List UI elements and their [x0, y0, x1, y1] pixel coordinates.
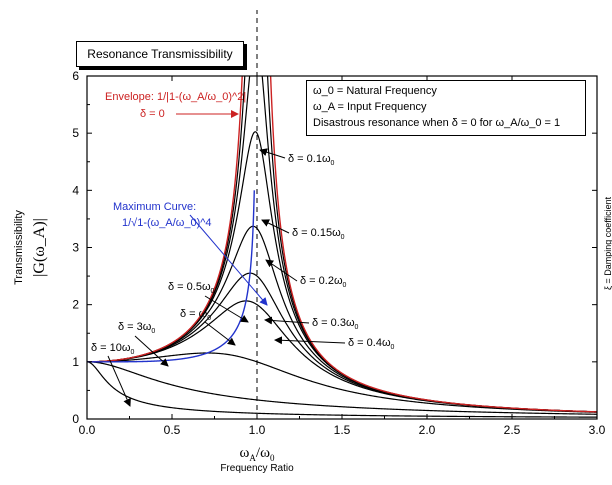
y-tick-label: 4 — [72, 183, 79, 197]
maximum-curve-formula: 1/√1-(ω_A/ω_0)^4 — [122, 217, 212, 229]
y-tick-label: 0 — [72, 412, 79, 426]
x-tick-label: 1.5 — [334, 423, 351, 437]
legend-item-natural-frequency: ω_0 = Natural Frequency — [313, 85, 437, 97]
damping-label: δ = 0.5ω0 — [168, 281, 215, 295]
maximum-curve — [87, 190, 255, 363]
damping-label: δ = 0.1ω0 — [288, 153, 335, 167]
y-tick-label: 2 — [72, 298, 79, 312]
damping-arrow — [265, 259, 298, 282]
legend-item-input-frequency: ω_A = Input Frequency — [313, 101, 427, 113]
y-tick-label: 3 — [72, 241, 79, 255]
damping-label: δ = 0.3ω0 — [312, 317, 359, 331]
damping-arrow — [274, 336, 346, 345]
y-axis-sublabel: |G(ω_A)| — [31, 218, 48, 277]
maximum-curve-annotation: Maximum Curve: — [113, 201, 196, 213]
x-tick-label: 0.0 — [79, 423, 96, 437]
damping-label: δ = 3ω0 — [118, 321, 155, 335]
damping-arrow — [261, 219, 290, 234]
x-tick-label: 3.0 — [589, 423, 606, 437]
x-tick-label: 0.5 — [164, 423, 181, 437]
damping-curve — [87, 352, 597, 413]
damping-curve — [87, 361, 597, 415]
x-axis-label: ωA/ω0 — [240, 445, 275, 463]
x-tick-label: 2.0 — [419, 423, 436, 437]
y-tick-label: 5 — [72, 126, 79, 140]
y-tick-label: 1 — [72, 355, 79, 369]
envelope-curve-left — [87, 76, 243, 363]
x-tick-label: 2.5 — [504, 423, 521, 437]
y-axis-label-group: Transmissibility — [13, 210, 25, 285]
damping-label: δ = 0.2ω0 — [300, 275, 347, 289]
damping-label: δ = 0.15ω0 — [292, 227, 345, 241]
y-axis-sublabel-group: |G(ω_A)| — [31, 218, 48, 277]
maximum-curve-arrow — [189, 214, 268, 306]
x-axis-sublabel: Frequency Ratio — [220, 463, 294, 474]
x-tick-label: 1.0 — [249, 423, 266, 437]
damping-curve — [87, 131, 597, 413]
envelope-curve-right — [269, 76, 597, 413]
side-axis-label: ξ = Damping coefficient — [603, 196, 612, 290]
damping-label: δ = 0.4ω0 — [348, 337, 395, 351]
damping-label: δ = ω0 — [180, 308, 211, 322]
envelope-annotation: Envelope: 1/|1-(ω_A/ω_0)^2| — [105, 91, 246, 103]
chart-title: Resonance Transmissibility — [76, 41, 244, 67]
damping-arrow — [264, 316, 310, 325]
delta-zero-annotation: δ = 0 — [140, 108, 165, 120]
y-tick-label: 6 — [72, 69, 79, 83]
damping-arrow — [259, 148, 286, 159]
damping-arrow — [134, 335, 169, 367]
damping-label: δ = 10ω0 — [91, 342, 134, 356]
legend: ω_0 = Natural Frequency ω_A = Input Freq… — [306, 80, 586, 136]
damping-arrow — [204, 295, 249, 323]
damping-arrow — [204, 321, 236, 346]
damping-arrow — [107, 355, 131, 407]
y-axis-label: Transmissibility — [13, 210, 25, 285]
legend-item-resonance-note: Disastrous resonance when δ = 0 for ω_A/… — [313, 117, 561, 129]
